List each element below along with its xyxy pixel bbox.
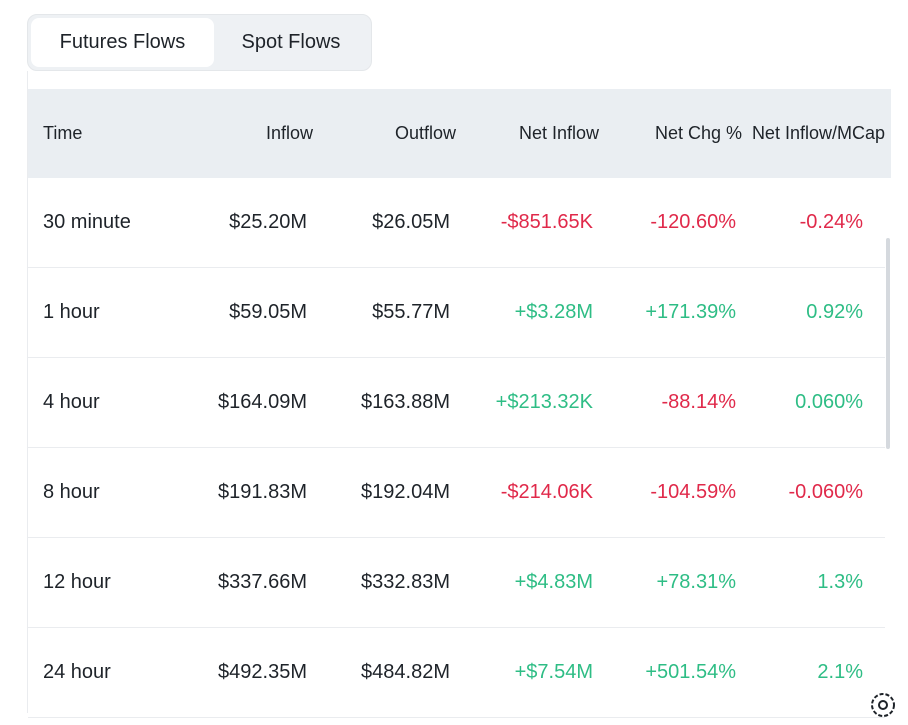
cell-net-chg: -88.14% bbox=[662, 358, 737, 447]
cell-outflow: $332.83M bbox=[361, 538, 450, 627]
cell-inflow: $337.66M bbox=[218, 538, 307, 627]
header-outflow: Outflow bbox=[395, 89, 456, 178]
cell-net-inflow: -$214.06K bbox=[501, 448, 593, 537]
cell-mcap: 0.92% bbox=[806, 268, 863, 357]
cell-outflow: $26.05M bbox=[372, 178, 450, 267]
flow-type-tabs: Futures Flows Spot Flows bbox=[27, 14, 372, 71]
header-time: Time bbox=[43, 89, 82, 178]
cell-time: 30 minute bbox=[43, 178, 131, 267]
tab-spot-flows[interactable]: Spot Flows bbox=[214, 18, 368, 67]
cell-outflow: $192.04M bbox=[361, 448, 450, 537]
table-row: 4 hour $164.09M $163.88M +$213.32K -88.1… bbox=[28, 358, 885, 448]
scrollbar-thumb[interactable] bbox=[886, 238, 890, 449]
table-row: 30 minute $25.20M $26.05M -$851.65K -120… bbox=[28, 178, 885, 268]
flows-table: Time Inflow Outflow Net Inflow Net Chg %… bbox=[28, 89, 891, 718]
header-net-chg: Net Chg % bbox=[655, 89, 742, 178]
cell-inflow: $164.09M bbox=[218, 358, 307, 447]
cell-mcap: -0.060% bbox=[789, 448, 864, 537]
table-row: 8 hour $191.83M $192.04M -$214.06K -104.… bbox=[28, 448, 885, 538]
cell-outflow: $163.88M bbox=[361, 358, 450, 447]
cell-net-inflow: +$213.32K bbox=[496, 358, 593, 447]
cell-outflow: $484.82M bbox=[361, 628, 450, 717]
cell-inflow: $59.05M bbox=[229, 268, 307, 357]
cell-mcap: 2.1% bbox=[817, 628, 863, 717]
header-inflow: Inflow bbox=[266, 89, 313, 178]
header-net-inflow-mcap: Net Inflow/MCap bbox=[752, 89, 885, 178]
cell-net-chg: -120.60% bbox=[650, 178, 736, 267]
cell-net-inflow: -$851.65K bbox=[501, 178, 593, 267]
cell-inflow: $191.83M bbox=[218, 448, 307, 537]
cell-net-inflow: +$3.28M bbox=[515, 268, 593, 357]
cell-net-inflow: +$7.54M bbox=[515, 628, 593, 717]
cell-time: 4 hour bbox=[43, 358, 100, 447]
cell-net-chg: +78.31% bbox=[656, 538, 736, 627]
cell-time: 8 hour bbox=[43, 448, 100, 537]
cell-mcap: 0.060% bbox=[795, 358, 863, 447]
cell-net-chg: +501.54% bbox=[645, 628, 736, 717]
cell-net-chg: -104.59% bbox=[650, 448, 736, 537]
cell-outflow: $55.77M bbox=[372, 268, 450, 357]
cell-time: 1 hour bbox=[43, 268, 100, 357]
table-header: Time Inflow Outflow Net Inflow Net Chg %… bbox=[28, 89, 891, 178]
table-row: 1 hour $59.05M $55.77M +$3.28M +171.39% … bbox=[28, 268, 885, 358]
cell-inflow: $492.35M bbox=[218, 628, 307, 717]
cell-mcap: -0.24% bbox=[800, 178, 863, 267]
gear-icon[interactable] bbox=[868, 690, 898, 720]
table-row: 24 hour $492.35M $484.82M +$7.54M +501.5… bbox=[28, 628, 885, 718]
cell-mcap: 1.3% bbox=[817, 538, 863, 627]
cell-net-inflow: +$4.83M bbox=[515, 538, 593, 627]
cell-inflow: $25.20M bbox=[229, 178, 307, 267]
table-row: 12 hour $337.66M $332.83M +$4.83M +78.31… bbox=[28, 538, 885, 628]
tab-futures-flows[interactable]: Futures Flows bbox=[31, 18, 214, 67]
header-net-inflow: Net Inflow bbox=[519, 89, 599, 178]
cell-time: 12 hour bbox=[43, 538, 111, 627]
cell-time: 24 hour bbox=[43, 628, 111, 717]
cell-net-chg: +171.39% bbox=[645, 268, 736, 357]
